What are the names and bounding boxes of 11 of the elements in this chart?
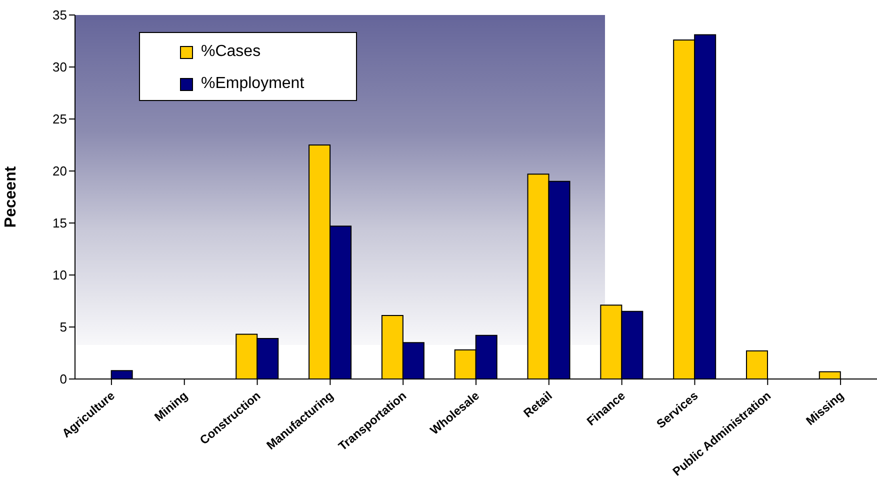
- y-tick-label: 25: [52, 112, 67, 127]
- y-axis-title: Peceent: [2, 166, 20, 228]
- y-tick-label: 30: [52, 60, 67, 75]
- y-tick-label: 0: [60, 372, 67, 387]
- y-tick-label: 20: [52, 164, 67, 179]
- y-tick-label: 10: [52, 268, 67, 283]
- y-tick-label: 35: [52, 8, 67, 23]
- y-tick-label: 15: [52, 216, 67, 231]
- y-tick-label: 5: [60, 320, 67, 335]
- legend-label: %Cases: [201, 43, 261, 61]
- legend-label: %Employment: [201, 75, 304, 93]
